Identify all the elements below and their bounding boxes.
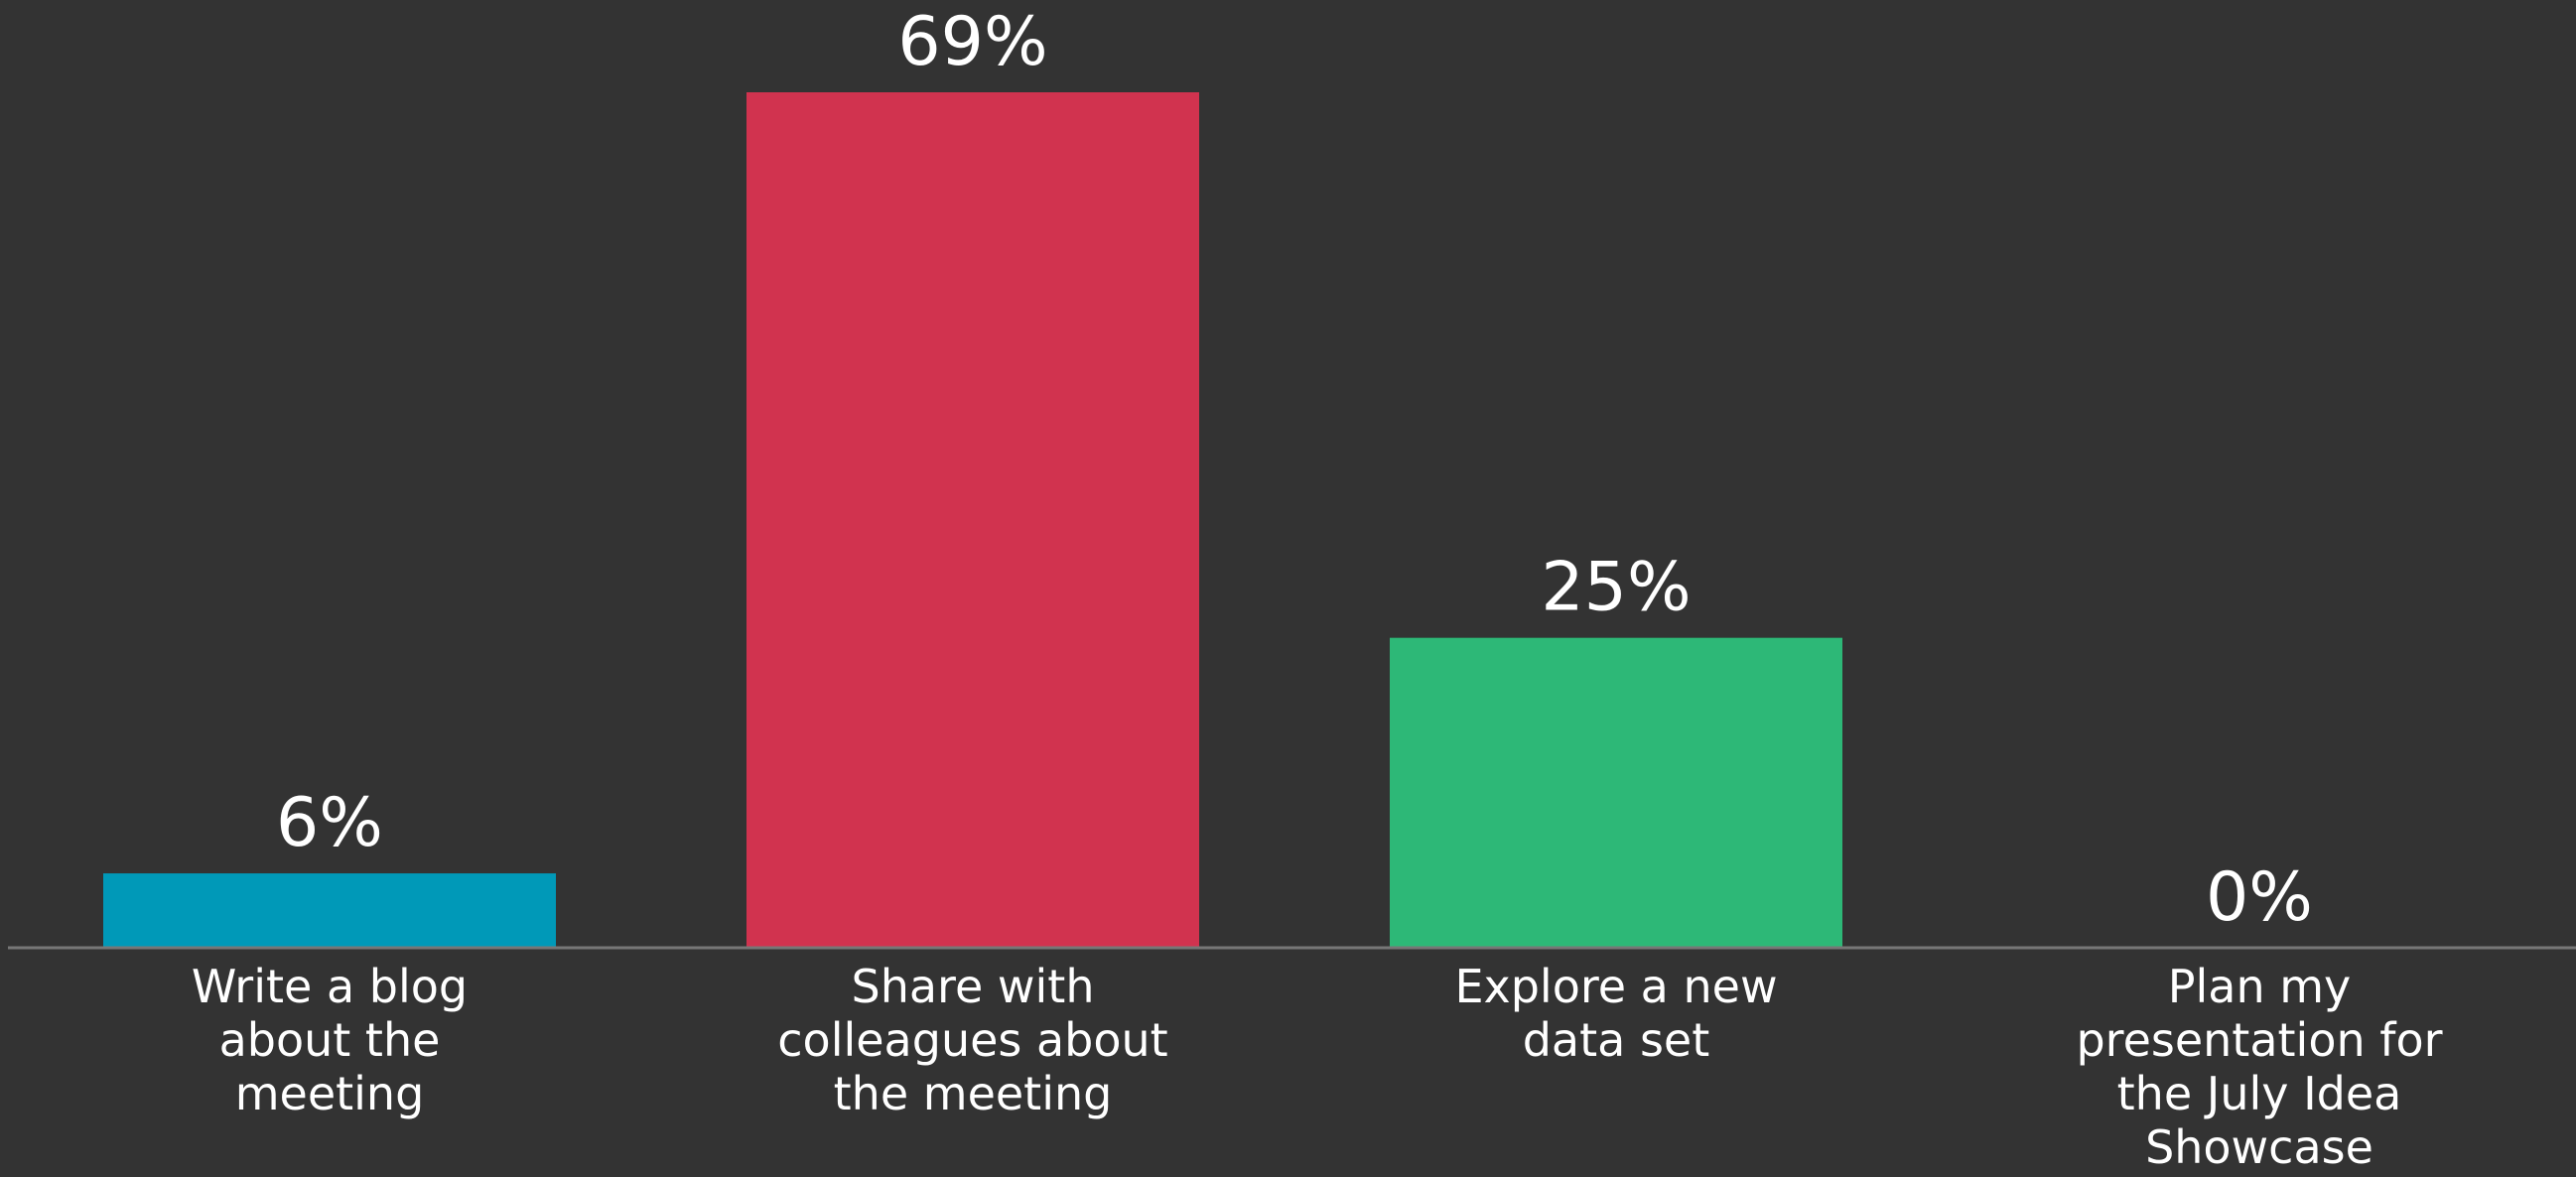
value-label-2: 25% xyxy=(1541,549,1691,627)
value-labels-group: 6% 69% 25% 0% xyxy=(276,3,2313,937)
category-label-line: colleagues about xyxy=(777,1013,1167,1067)
value-label-0: 6% xyxy=(276,784,383,862)
category-label-line: the July Idea xyxy=(2117,1067,2402,1120)
value-label-3: 0% xyxy=(2206,858,2313,937)
category-label-2: Explore a new data set xyxy=(1454,960,1777,1067)
category-label-line: Explore a new xyxy=(1454,960,1777,1013)
category-label-line: presentation for xyxy=(2076,1013,2442,1067)
category-label-line: Plan my xyxy=(2168,960,2352,1013)
category-label-line: about the xyxy=(219,1013,441,1067)
bar-2 xyxy=(1390,637,1842,948)
category-label-line: Share with xyxy=(852,960,1095,1013)
category-label-line: data set xyxy=(1523,1013,1710,1067)
category-label-3: Plan my presentation for the July Idea Show… xyxy=(2076,960,2442,1174)
bars-group xyxy=(103,92,1842,948)
category-label-line: meeting xyxy=(235,1067,425,1120)
category-label-line: Showcase xyxy=(2145,1120,2373,1174)
category-label-line: the meeting xyxy=(834,1067,1113,1120)
value-label-1: 69% xyxy=(897,3,1047,81)
bar-1 xyxy=(746,92,1199,948)
category-label-line: Write a blog xyxy=(192,960,468,1013)
category-label-0: Write a blog about the meeting xyxy=(192,960,468,1120)
category-labels-group: Write a blog about the meeting Share with co… xyxy=(192,960,2443,1174)
bar-0 xyxy=(103,873,556,948)
category-label-1: Share with colleagues about the meeting xyxy=(777,960,1167,1120)
